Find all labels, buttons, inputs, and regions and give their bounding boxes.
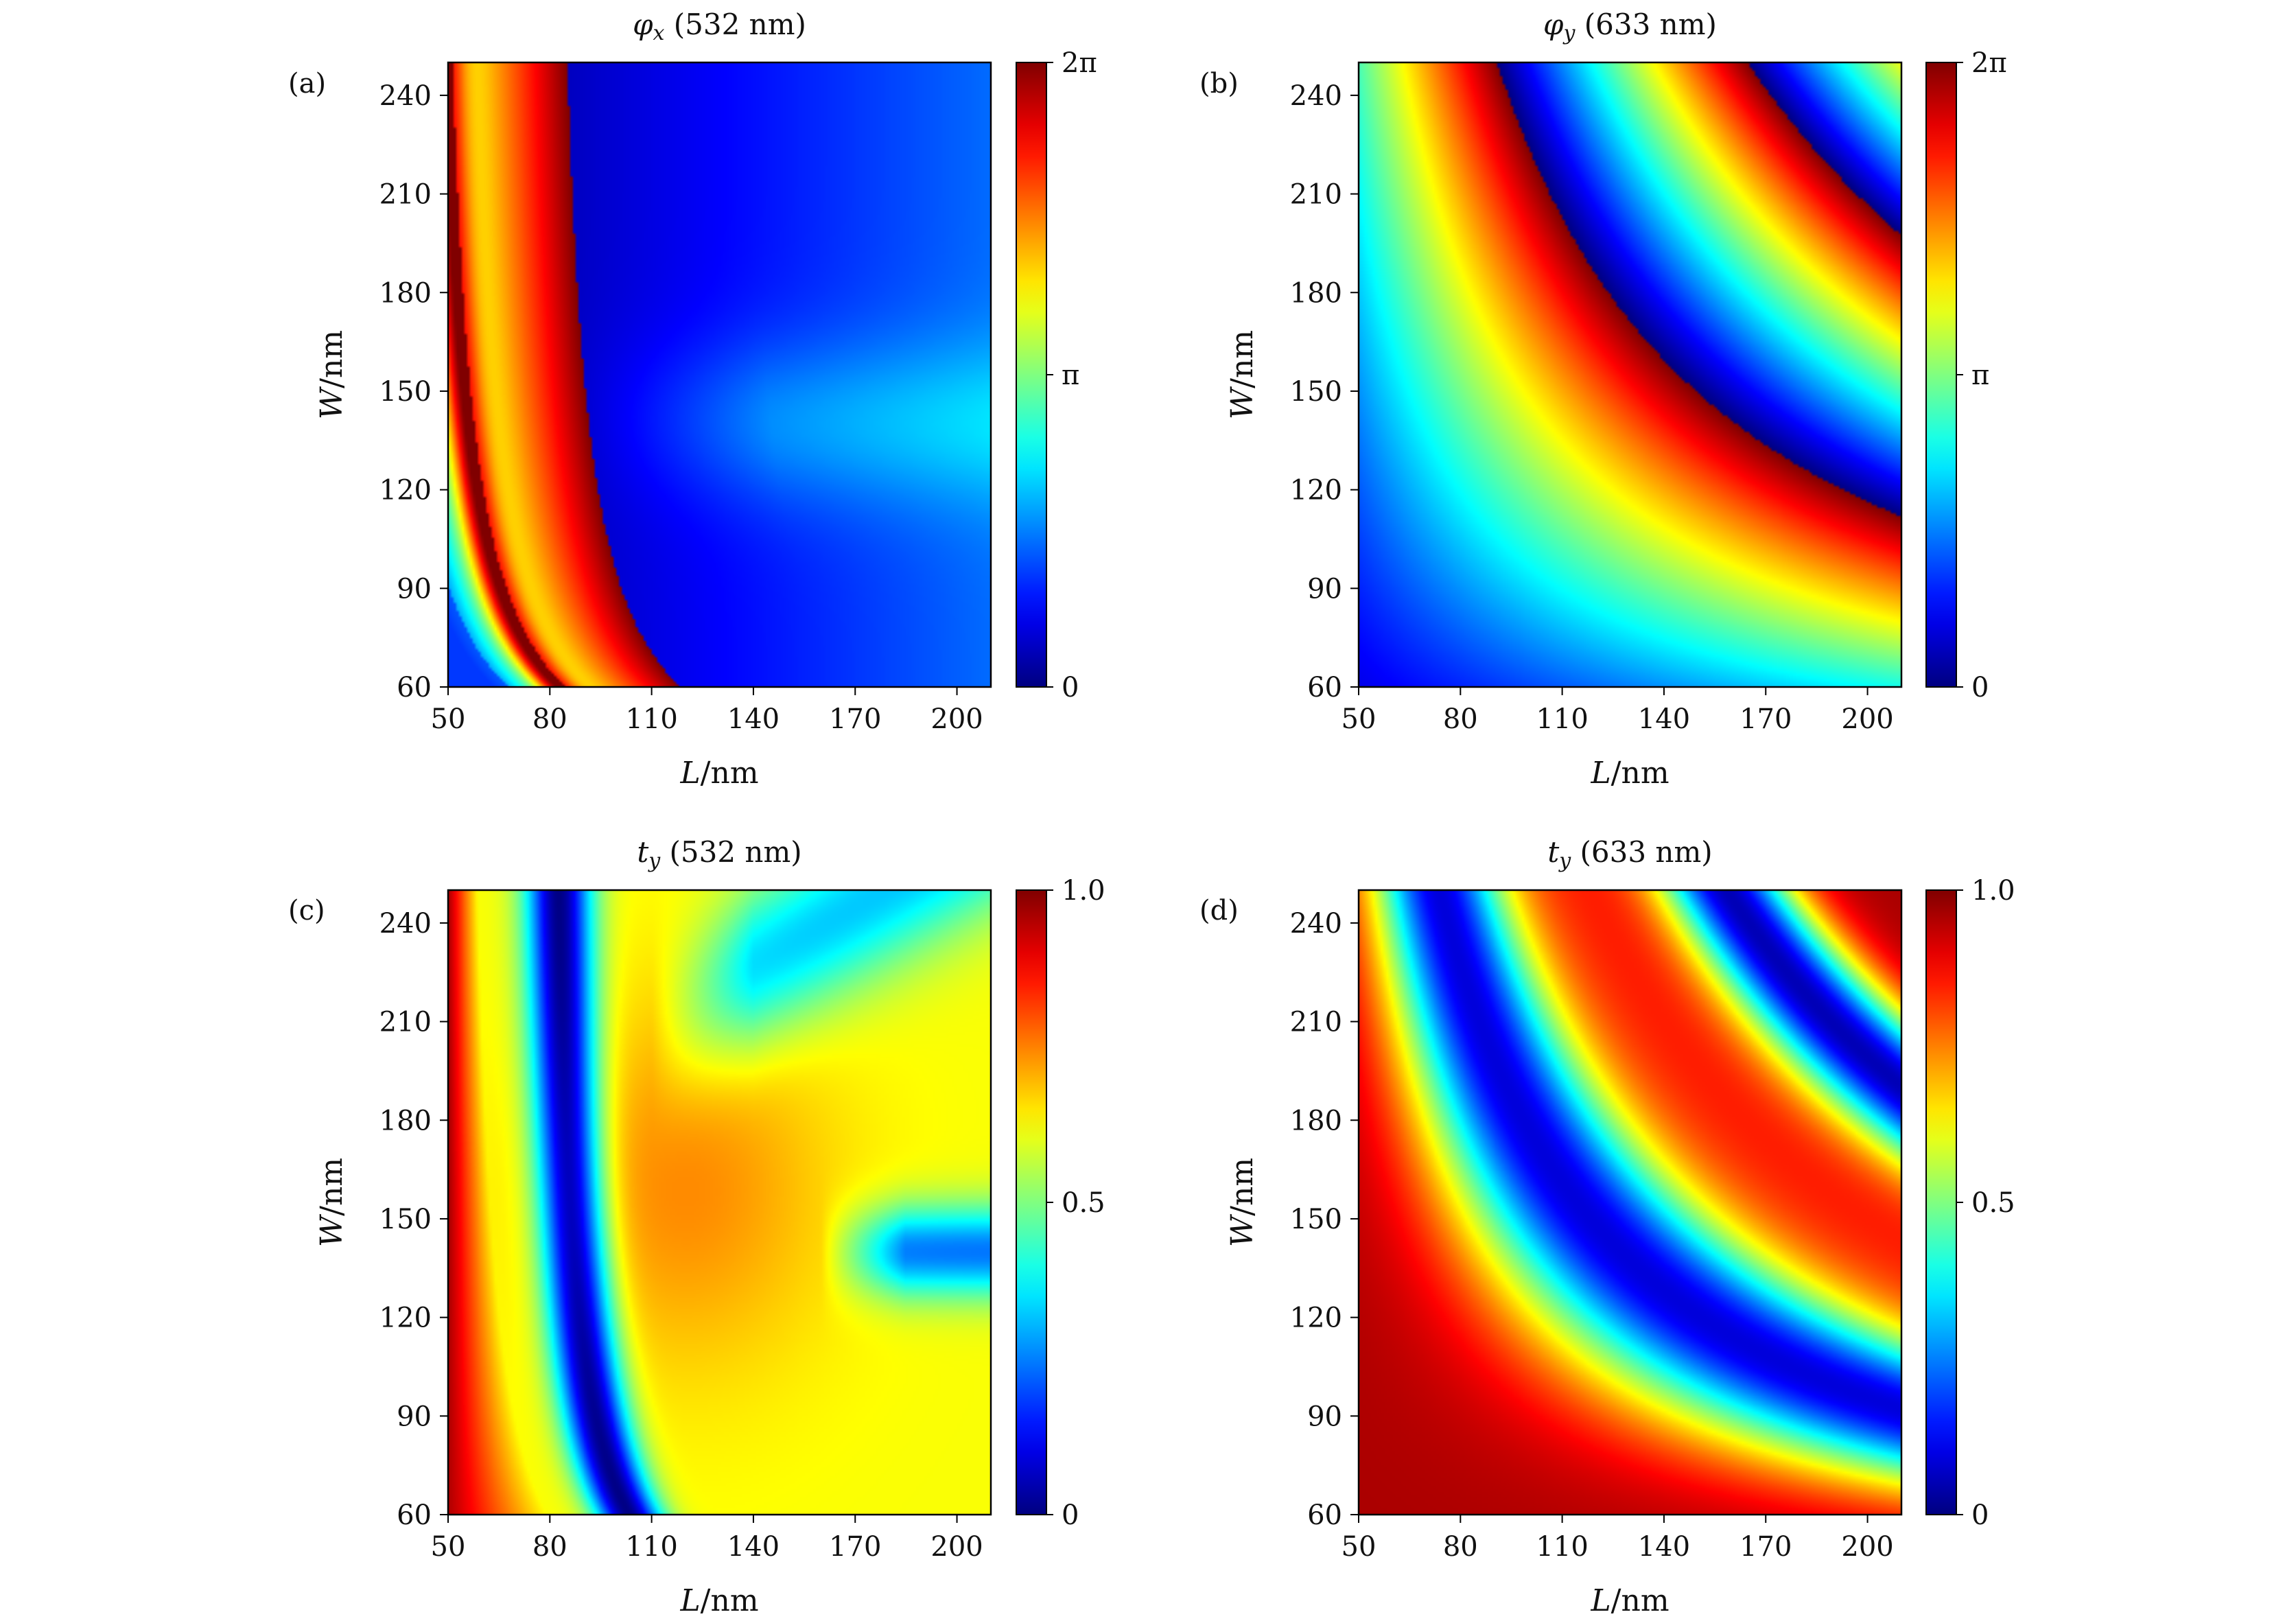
x-tick-label: 200 — [1841, 703, 1893, 735]
panel-title: ty (633 nm) — [1547, 835, 1712, 873]
x-tick-label: 200 — [930, 1531, 983, 1563]
panel-letter: (c) — [288, 895, 325, 926]
panel-title: ty (532 nm) — [637, 835, 801, 873]
x-axis-label: L/nm — [1590, 1583, 1669, 1618]
y-tick-label: 90 — [1307, 573, 1342, 605]
y-tick-label: 60 — [397, 1500, 432, 1531]
heatmap-image — [1359, 62, 1901, 687]
panel-title: φy (633 nm) — [1543, 8, 1717, 45]
y-tick-label: 120 — [379, 475, 432, 506]
x-tick-label: 50 — [1342, 1531, 1377, 1563]
x-tick-label: 80 — [532, 703, 567, 735]
y-tick-label: 60 — [1307, 672, 1342, 703]
y-tick-label: 210 — [379, 1007, 432, 1038]
y-axis-label: W/nm — [314, 330, 349, 419]
colorbar-tick-label: 0 — [1971, 672, 1989, 703]
panel-letter: (a) — [288, 68, 326, 100]
y-tick-label: 180 — [1290, 1105, 1342, 1136]
y-tick-label: 90 — [397, 573, 432, 605]
x-tick-label: 110 — [625, 703, 677, 735]
y-axis-label: W/nm — [1225, 1158, 1260, 1247]
x-tick-label: 110 — [625, 1531, 677, 1563]
colorbar-tick-label: 1.0 — [1062, 875, 1105, 907]
panel-a: 50 80 110 140 170 200 60 90 120 150 180 210 240 L/nm W… — [288, 8, 1097, 791]
colorbar-tick-label: 2π — [1971, 47, 2007, 79]
y-tick-label: 180 — [379, 1105, 432, 1136]
x-axis-label: L/nm — [1590, 756, 1669, 791]
x-tick-label: 80 — [532, 1531, 567, 1563]
y-tick-label: 180 — [1290, 277, 1342, 309]
y-axis-label: W/nm — [314, 1158, 349, 1247]
y-tick-label: 210 — [1290, 179, 1342, 211]
heatmap-image — [448, 890, 991, 1515]
y-tick-label: 150 — [1290, 1204, 1342, 1235]
y-tick-label: 150 — [379, 1204, 432, 1235]
colorbar — [1925, 62, 1957, 688]
panel-c: 50 80 110 140 170 200 60 90 120 150 180 210 240 L/nm W… — [288, 835, 1105, 1618]
y-tick-label: 210 — [1290, 1007, 1342, 1038]
heatmap-image — [448, 62, 991, 687]
plot-frame — [1357, 61, 1903, 688]
x-tick-label: 170 — [829, 1531, 881, 1563]
x-tick-label: 50 — [431, 703, 466, 735]
x-tick-label: 170 — [829, 703, 881, 735]
colorbar-tick-label: 1.0 — [1971, 875, 2015, 907]
x-tick-label: 140 — [727, 703, 780, 735]
x-tick-label: 200 — [930, 703, 983, 735]
y-tick-label: 90 — [1307, 1401, 1342, 1432]
plot-frame — [1357, 889, 1903, 1516]
colorbar-tick-label: 0 — [1971, 1500, 1989, 1531]
colorbar — [1016, 889, 1047, 1515]
panel-letter: (b) — [1199, 68, 1239, 100]
colorbar-tick-label: π — [1971, 360, 1989, 391]
plot-frame — [447, 889, 992, 1516]
y-tick-label: 60 — [397, 672, 432, 703]
y-tick-label: 120 — [1290, 1303, 1342, 1334]
colorbar-tick-label: 0 — [1062, 672, 1079, 703]
y-tick-label: 90 — [397, 1401, 432, 1432]
x-tick-label: 140 — [1638, 1531, 1690, 1563]
x-axis-label: L/nm — [679, 756, 758, 791]
panel-letter: (d) — [1199, 895, 1239, 926]
x-axis-label: L/nm — [679, 1583, 758, 1618]
y-tick-label: 180 — [379, 277, 432, 309]
x-tick-label: 140 — [1638, 703, 1690, 735]
panel-b: 50 80 110 140 170 200 60 90 120 150 180 210 240 L/nm W… — [1199, 8, 2007, 791]
x-tick-label: 80 — [1443, 1531, 1478, 1563]
heatmap-image — [1359, 890, 1901, 1515]
y-tick-label: 120 — [379, 1303, 432, 1334]
y-tick-label: 240 — [1290, 908, 1342, 940]
x-tick-label: 170 — [1739, 703, 1792, 735]
colorbar — [1925, 889, 1957, 1515]
y-tick-label: 240 — [379, 80, 432, 112]
x-tick-label: 110 — [1536, 1531, 1588, 1563]
y-tick-label: 210 — [379, 179, 432, 211]
y-axis-label: W/nm — [1225, 330, 1260, 419]
y-tick-label: 150 — [1290, 376, 1342, 408]
colorbar-tick-label: 0.5 — [1062, 1187, 1105, 1219]
panel-d: 50 80 110 140 170 200 60 90 120 150 180 210 240 L/nm W… — [1199, 835, 2015, 1618]
y-tick-label: 150 — [379, 376, 432, 408]
x-tick-label: 140 — [727, 1531, 780, 1563]
colorbar-tick-label: 2π — [1062, 47, 1097, 79]
colorbar — [1016, 62, 1047, 688]
y-tick-label: 240 — [379, 908, 432, 940]
colorbar-tick-label: 0 — [1062, 1500, 1079, 1531]
y-tick-label: 240 — [1290, 80, 1342, 112]
colorbar-tick-label: π — [1062, 360, 1079, 391]
x-tick-label: 200 — [1841, 1531, 1893, 1563]
y-tick-label: 120 — [1290, 475, 1342, 506]
x-tick-label: 50 — [431, 1531, 466, 1563]
panel-title: φx (532 nm) — [633, 8, 806, 45]
x-tick-label: 50 — [1342, 703, 1377, 735]
plot-frame — [447, 61, 992, 688]
colorbar-tick-label: 0.5 — [1971, 1187, 2015, 1219]
y-tick-label: 60 — [1307, 1500, 1342, 1531]
x-tick-label: 170 — [1739, 1531, 1792, 1563]
x-tick-label: 80 — [1443, 703, 1478, 735]
x-tick-label: 110 — [1536, 703, 1588, 735]
